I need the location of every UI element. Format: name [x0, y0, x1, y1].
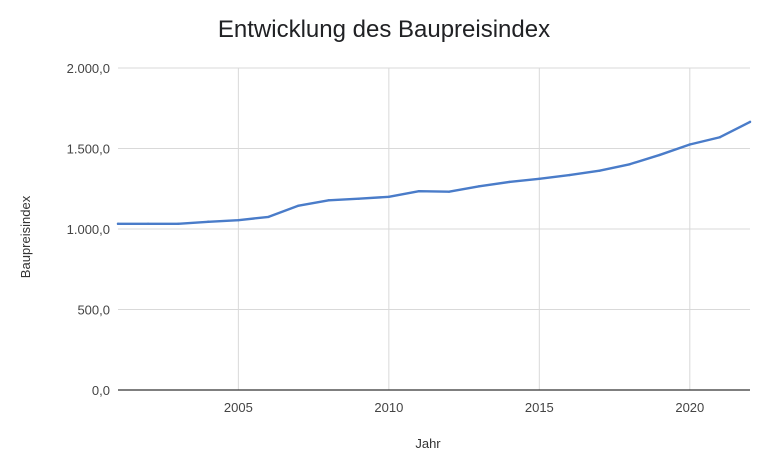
y-tick-label: 1.000,0	[67, 222, 110, 237]
data-point	[357, 197, 360, 200]
y-axis-label: Baupreisindex	[18, 195, 33, 278]
y-tick-label: 1.500,0	[67, 142, 110, 157]
data-point	[417, 189, 421, 193]
x-tick-label: 2015	[525, 400, 554, 415]
data-point	[508, 180, 511, 184]
data-point	[327, 199, 330, 202]
data-point	[748, 120, 752, 124]
grid-lines	[118, 67, 750, 390]
data-point	[658, 153, 661, 157]
data-point	[207, 220, 210, 223]
x-axis-label: Jahr	[415, 436, 441, 451]
chart-title: Entwicklung des Baupreisindex	[217, 16, 551, 43]
y-tick-label: 0,0	[92, 383, 110, 398]
data-point	[477, 185, 481, 188]
data-point	[176, 222, 180, 226]
data-point	[688, 143, 692, 146]
x-tick-label: 2005	[224, 400, 253, 415]
data-point	[297, 204, 300, 207]
tick-labels: 0,0 500,0 1.000,0 1.500,0 2.000,0 2005 2010 201…	[18, 61, 704, 451]
data-point	[387, 195, 391, 198]
y-tick-label: 2.000,0	[67, 61, 110, 76]
data-point	[116, 222, 120, 226]
data-point	[598, 169, 601, 172]
series-layer	[116, 120, 752, 226]
data-point	[628, 163, 631, 166]
data-point	[447, 190, 451, 193]
data-point	[237, 218, 240, 222]
series-line	[116, 120, 752, 226]
x-tick-label: 2010	[374, 400, 403, 415]
data-point	[538, 177, 541, 180]
x-tick-label: 2020	[675, 400, 704, 415]
data-point	[568, 173, 571, 177]
data-point	[718, 136, 722, 139]
y-tick-label: 500,0	[77, 303, 110, 318]
data-point	[267, 215, 270, 219]
data-point	[146, 222, 150, 226]
